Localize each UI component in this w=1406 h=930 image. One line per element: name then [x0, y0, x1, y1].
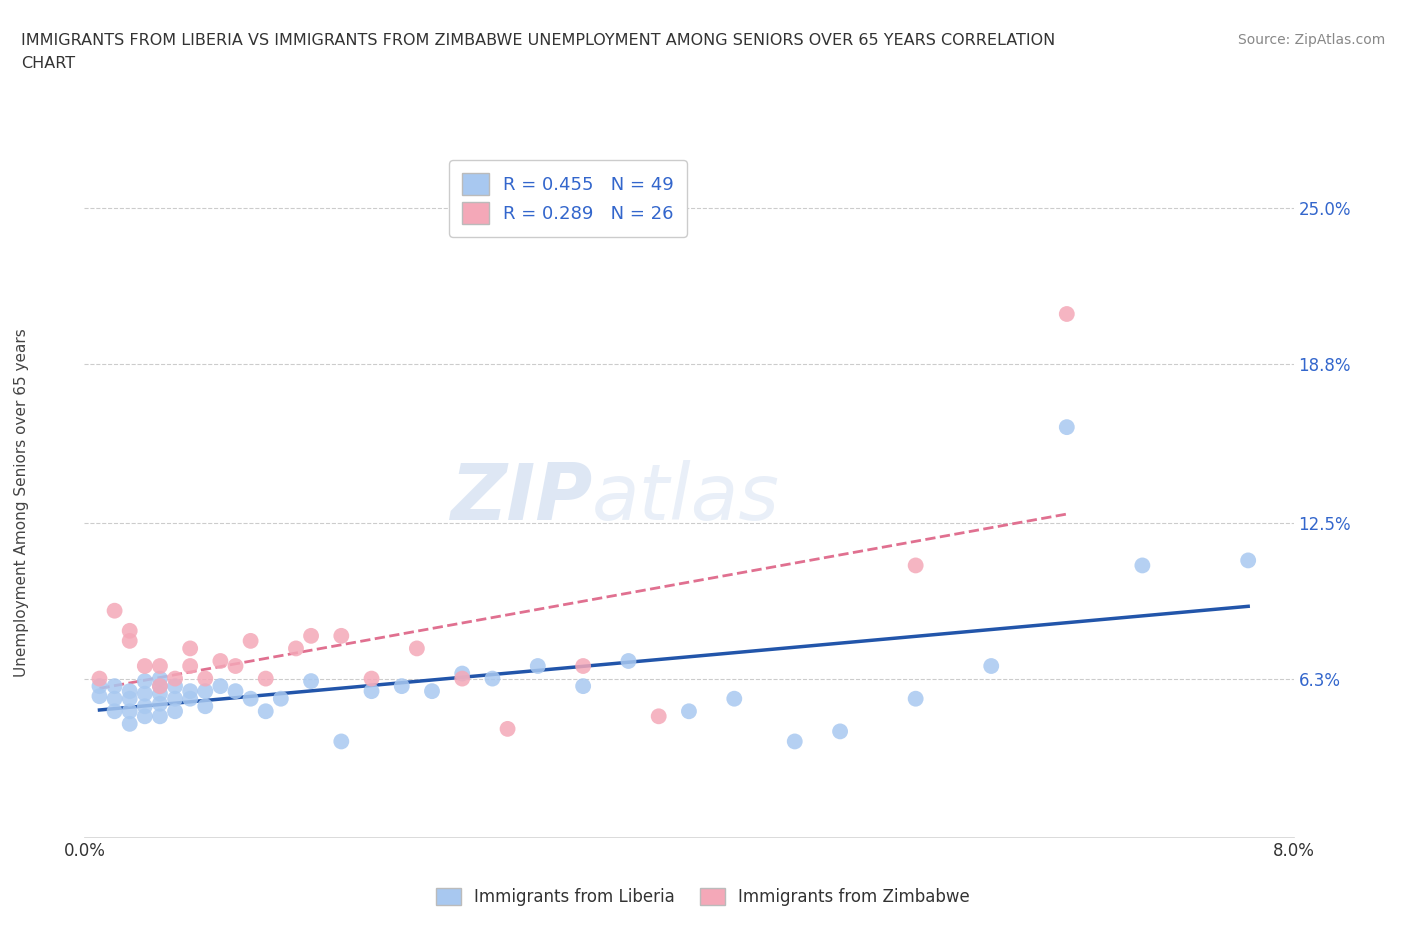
- Point: [904, 558, 927, 573]
- Point: [496, 722, 519, 737]
- Point: [118, 633, 141, 648]
- Point: [617, 654, 640, 669]
- Point: [572, 658, 595, 673]
- Point: [179, 658, 201, 673]
- Point: [118, 684, 141, 698]
- Point: [225, 658, 247, 673]
- Point: [980, 658, 1002, 673]
- Point: [209, 654, 232, 669]
- Point: [149, 686, 172, 701]
- Point: [149, 679, 172, 694]
- Point: [360, 671, 382, 686]
- Point: [1237, 553, 1260, 568]
- Text: atlas: atlas: [592, 459, 780, 536]
- Point: [179, 684, 201, 698]
- Point: [406, 641, 429, 656]
- Text: CHART: CHART: [21, 56, 75, 71]
- Point: [134, 698, 156, 713]
- Point: [89, 679, 111, 694]
- Point: [481, 671, 503, 686]
- Point: [830, 724, 852, 738]
- Point: [527, 658, 550, 673]
- Point: [165, 691, 187, 706]
- Point: [1056, 419, 1078, 434]
- Point: [134, 709, 156, 724]
- Point: [104, 691, 127, 706]
- Point: [360, 684, 382, 698]
- Point: [904, 691, 927, 706]
- Point: [299, 629, 322, 644]
- Legend: Immigrants from Liberia, Immigrants from Zimbabwe: Immigrants from Liberia, Immigrants from…: [429, 881, 977, 912]
- Point: [165, 704, 187, 719]
- Point: [270, 691, 292, 706]
- Point: [723, 691, 745, 706]
- Point: [1132, 558, 1154, 573]
- Point: [118, 691, 141, 706]
- Point: [194, 671, 217, 686]
- Point: [179, 641, 201, 656]
- Point: [149, 658, 172, 673]
- Point: [299, 673, 322, 688]
- Point: [134, 686, 156, 701]
- Point: [149, 679, 172, 694]
- Point: [391, 679, 413, 694]
- Text: ZIP: ZIP: [450, 459, 592, 536]
- Point: [104, 704, 127, 719]
- Point: [89, 671, 111, 686]
- Legend: R = 0.455   N = 49, R = 0.289   N = 26: R = 0.455 N = 49, R = 0.289 N = 26: [450, 160, 686, 237]
- Text: Unemployment Among Seniors over 65 years: Unemployment Among Seniors over 65 years: [14, 328, 28, 677]
- Point: [420, 684, 443, 698]
- Point: [451, 666, 474, 681]
- Point: [149, 697, 172, 711]
- Point: [284, 641, 308, 656]
- Point: [179, 691, 201, 706]
- Point: [165, 679, 187, 694]
- Point: [330, 629, 353, 644]
- Point: [209, 679, 232, 694]
- Point: [149, 709, 172, 724]
- Point: [194, 684, 217, 698]
- Point: [451, 671, 474, 686]
- Point: [1056, 307, 1078, 322]
- Point: [104, 604, 127, 618]
- Point: [149, 671, 172, 686]
- Text: Source: ZipAtlas.com: Source: ZipAtlas.com: [1237, 33, 1385, 46]
- Point: [572, 679, 595, 694]
- Point: [783, 734, 806, 749]
- Point: [254, 704, 277, 719]
- Point: [104, 679, 127, 694]
- Point: [118, 623, 141, 638]
- Point: [118, 716, 141, 731]
- Point: [239, 691, 262, 706]
- Point: [165, 671, 187, 686]
- Point: [647, 709, 671, 724]
- Point: [239, 633, 262, 648]
- Point: [254, 671, 277, 686]
- Text: IMMIGRANTS FROM LIBERIA VS IMMIGRANTS FROM ZIMBABWE UNEMPLOYMENT AMONG SENIORS O: IMMIGRANTS FROM LIBERIA VS IMMIGRANTS FR…: [21, 33, 1056, 47]
- Point: [89, 689, 111, 704]
- Point: [678, 704, 700, 719]
- Point: [225, 684, 247, 698]
- Point: [134, 658, 156, 673]
- Point: [330, 734, 353, 749]
- Point: [134, 673, 156, 688]
- Point: [194, 698, 217, 713]
- Point: [118, 704, 141, 719]
